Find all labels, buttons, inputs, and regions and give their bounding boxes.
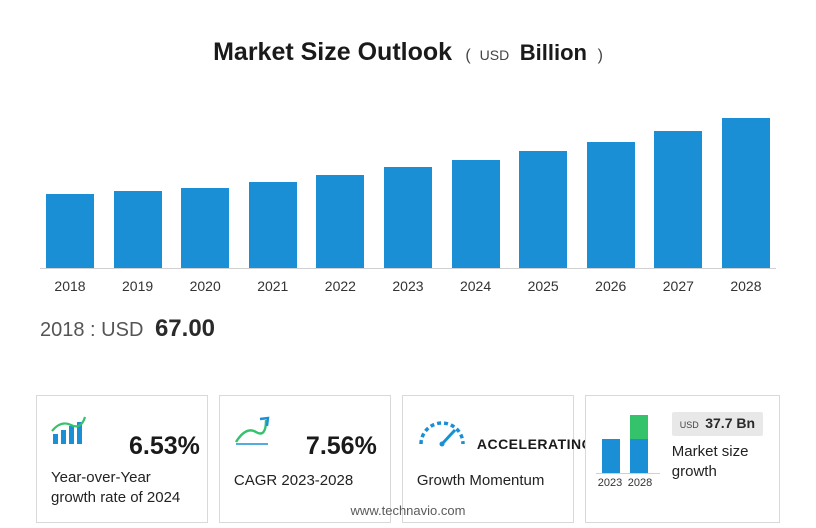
mini-bar-2028-growth: [630, 415, 648, 439]
badge-usd: USD: [680, 420, 699, 430]
chart-bar: 2018: [46, 194, 94, 268]
title-usd-small: USD: [480, 47, 510, 63]
momentum-label: Growth Momentum: [417, 472, 545, 489]
bar-rect: [46, 194, 94, 268]
base-number: 67.00: [155, 315, 215, 342]
bar-rect: [654, 131, 702, 269]
chart-bar: 2020: [181, 188, 229, 268]
chart-title-row: Market Size Outlook ( USD Billion ): [0, 0, 816, 77]
momentum-value: ACCELERATING: [477, 436, 593, 452]
mini-bar-2028-base: [630, 439, 648, 473]
chart-bar: 2025: [519, 151, 567, 268]
bar-year-label: 2022: [325, 278, 356, 294]
bar-year-label: 2025: [528, 278, 559, 294]
bar-rect: [384, 167, 432, 268]
bar-year-label: 2024: [460, 278, 491, 294]
mini-bar-2023: [602, 439, 620, 473]
chart-bar: 2026: [587, 142, 635, 269]
title-unit: Billion: [514, 40, 593, 65]
speedometer-icon: [417, 416, 467, 450]
bar-year-label: 2023: [392, 278, 423, 294]
mini-label-2028: 2028: [628, 477, 652, 489]
cagr-value: 7.56%: [306, 432, 377, 461]
growth-arrow-icon: [234, 416, 270, 446]
bar-rect: [249, 182, 297, 268]
bar-rect: [587, 142, 635, 269]
chart-bar: 2023: [384, 167, 432, 268]
badge-value: 37.7 Bn: [705, 415, 755, 431]
chart-bar: 2021: [249, 182, 297, 268]
chart-bar: 2028: [722, 118, 770, 268]
bar-year-label: 2021: [257, 278, 288, 294]
bar-rect: [519, 151, 567, 268]
bar-year-label: 2028: [730, 278, 761, 294]
growth-badge: USD 37.7 Bn: [672, 412, 763, 436]
bar-rect: [114, 191, 162, 268]
yoy-value: 6.53%: [129, 432, 200, 461]
base-prefix: 2018 : USD: [40, 319, 143, 341]
title-paren-open: (: [457, 47, 476, 64]
title-main: Market Size Outlook: [213, 38, 452, 66]
chart-bar: 2019: [114, 191, 162, 268]
footer-url: www.technavio.com: [0, 503, 816, 518]
mini-growth-chart: 2023 2028: [596, 414, 660, 474]
bar-year-label: 2026: [595, 278, 626, 294]
base-year-value: 2018 : USD 67.00: [40, 315, 816, 343]
chart-bar: 2022: [316, 175, 364, 269]
bar-year-label: 2020: [190, 278, 221, 294]
bar-rect: [722, 118, 770, 268]
bar-year-label: 2019: [122, 278, 153, 294]
mini-label-2023: 2023: [598, 477, 622, 489]
bar-rect: [316, 175, 364, 269]
yoy-label: Year-over-Year growth rate of 2024: [51, 468, 195, 507]
cagr-label: CAGR 2023-2028: [234, 472, 353, 489]
bar-year-label: 2027: [663, 278, 694, 294]
market-growth-label: Market size growth: [672, 442, 769, 481]
bar-year-label: 2018: [54, 278, 85, 294]
bar-rect: [181, 188, 229, 268]
bar-rect: [452, 160, 500, 268]
mini-bar-2028: [630, 415, 648, 473]
title-paren-close: ): [598, 47, 603, 64]
chart-bar: 2027: [654, 131, 702, 269]
market-size-bar-chart: 2018 2019 2020 2021 2022 2023 2024 2025 2026 2027…: [40, 93, 776, 269]
bar-trend-icon: [51, 416, 87, 446]
chart-bar: 2024: [452, 160, 500, 268]
